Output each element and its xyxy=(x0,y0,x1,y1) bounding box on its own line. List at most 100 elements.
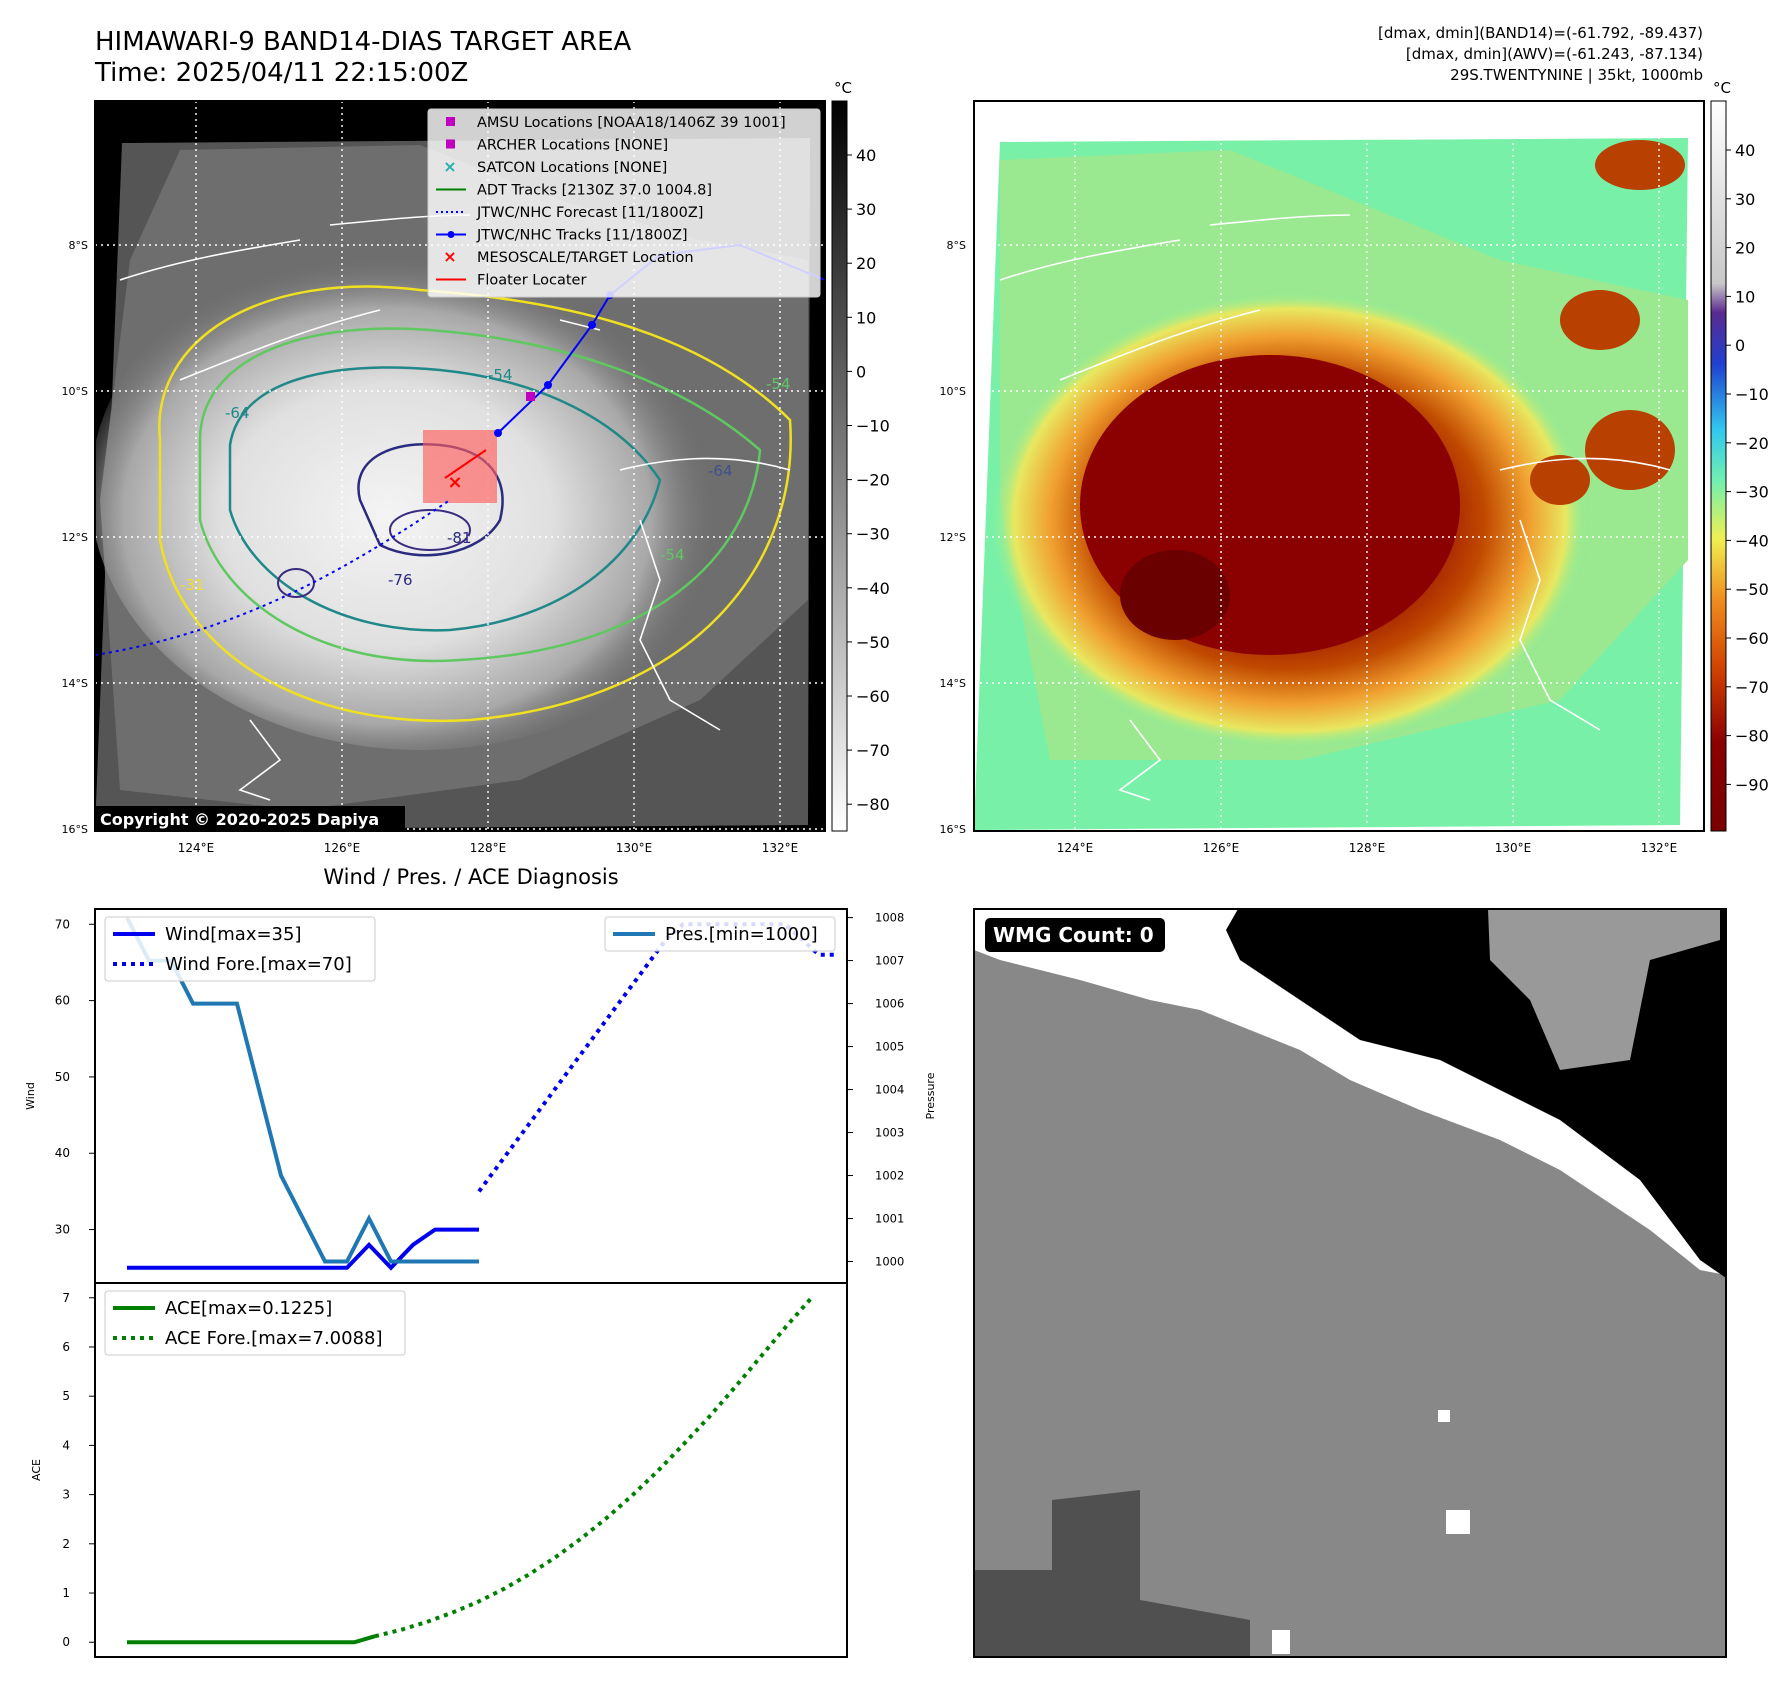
wmg-white-cell xyxy=(1438,1410,1450,1422)
y-tick-label: 1 xyxy=(62,1586,70,1600)
wmg-white-cell xyxy=(1272,1630,1290,1654)
lon-label: 124°E xyxy=(178,841,215,855)
pressure-axis-label: Pressure xyxy=(924,1072,937,1119)
gray-colorbar: °C 40 30 20 10 0 −10 −20 −30 −40 −50 −60 −70 −80 xyxy=(831,79,890,832)
y-tick-label: 5 xyxy=(62,1389,70,1403)
contour-green xyxy=(198,327,762,663)
color-gridlines xyxy=(974,101,1704,831)
legend-items: AMSU Locations [NOAA18/1406Z 39 1001] ARC… xyxy=(436,115,786,289)
lat-label: 16°S xyxy=(940,823,966,836)
colorbar-tick-label: −80 xyxy=(856,795,890,814)
figure-time: Time: 2025/04/11 22:15:00Z xyxy=(94,58,468,88)
contour-label: -31 xyxy=(180,576,205,594)
lon-label: 130°E xyxy=(1495,841,1532,855)
colorbar-tick-label: 40 xyxy=(856,146,876,165)
y-tick-label: 7 xyxy=(62,1291,70,1305)
legend-box xyxy=(427,108,821,298)
colorbar-tick-label: 0 xyxy=(856,362,866,381)
color-colorbar-unit: °C xyxy=(1713,79,1731,97)
ir-map-legend: AMSU Locations [NOAA18/1406Z 39 1001] ARC… xyxy=(427,108,821,298)
color-storm-cell xyxy=(1120,550,1230,640)
legend-marker-x: × xyxy=(443,247,456,266)
ace-legend-box xyxy=(104,1290,406,1356)
ace-legend: ACE[max=0.1225] ACE Fore.[max=7.0088] xyxy=(104,1290,406,1356)
floater-locater xyxy=(444,449,487,479)
lon-label: 124°E xyxy=(1057,841,1094,855)
diagnosis-title: Wind / Pres. / ACE Diagnosis xyxy=(323,865,618,889)
ir-lon-labels: 124°E 126°E 128°E 130°E 132°E xyxy=(178,841,799,855)
series-line-aceforemax xyxy=(374,1296,814,1639)
lon-label: 126°E xyxy=(1203,841,1240,855)
gray-colorbar-bar xyxy=(831,100,848,832)
wmg-badge-text: WMG Count: 0 xyxy=(993,923,1154,947)
series-line-windmax xyxy=(127,1227,479,1271)
amsu-marker xyxy=(526,392,535,401)
coastlines xyxy=(119,214,791,801)
gray-colorbar-unit: °C xyxy=(834,79,852,97)
legend-label: Floater Locater xyxy=(477,273,586,289)
contour-yellow xyxy=(158,285,792,723)
y2-tick-label: 1005 xyxy=(875,1040,904,1054)
pressure-legend-label: Pres.[min=1000] xyxy=(665,924,818,945)
y2-tick-label: 1001 xyxy=(875,1212,904,1226)
lat-label: 12°S xyxy=(940,531,966,544)
y-tick-label: 3 xyxy=(62,1488,70,1502)
legend-label: JTWC/NHC Forecast [11/1800Z] xyxy=(476,205,703,221)
y-tick-label: 50 xyxy=(55,1070,70,1084)
y2-tick-label: 1006 xyxy=(875,997,904,1011)
y-tick-label: 40 xyxy=(55,1146,70,1160)
gray-colorbar-ticks: 40 30 20 10 0 −10 −20 −30 −40 −50 −60 −70 −80 xyxy=(847,146,890,814)
legend-marker-square xyxy=(446,117,455,126)
colorbar-tick-label: −30 xyxy=(856,525,890,544)
ace-forecast-legend-label: ACE Fore.[max=7.0088] xyxy=(165,1328,383,1349)
wind-legend-box xyxy=(104,916,376,982)
lon-label: 132°E xyxy=(762,841,799,855)
awv-range: [dmax, dmin](AWV)=(-61.243, -87.134) xyxy=(1406,45,1703,63)
wmg-white-cell xyxy=(1446,1510,1470,1534)
lat-label: 10°S xyxy=(940,385,966,398)
y-tick-label: 4 xyxy=(62,1438,70,1452)
lon-label: 128°E xyxy=(470,841,507,855)
lon-label: 132°E xyxy=(1641,841,1678,855)
colorbar-tick-label: 10 xyxy=(856,308,876,327)
target-marker: × xyxy=(447,472,462,493)
contour-label: -64 xyxy=(708,462,733,480)
color-colorbar-bar xyxy=(1710,100,1727,832)
y2-tick-label: 1003 xyxy=(875,1126,904,1140)
colorbar-tick-label: −20 xyxy=(1735,434,1769,453)
lat-label: 8°S xyxy=(69,239,88,252)
y2-tick-label: 1007 xyxy=(875,954,904,968)
colorbar-tick-label: 20 xyxy=(1735,239,1755,258)
wind-legend-label: Wind[max=35] xyxy=(165,924,302,945)
colorbar-tick-label: −10 xyxy=(856,417,890,436)
color-map-frame xyxy=(973,100,1705,832)
lat-label: 10°S xyxy=(62,385,88,398)
legend-marker-dot xyxy=(447,231,455,238)
color-colorbar-ticks: 40 30 20 10 0 −10 −20 −30 −40 −50 −60 −70 −80 −90 xyxy=(1726,141,1769,794)
colorbar-tick-label: −50 xyxy=(1735,580,1769,599)
y-tick-label: 70 xyxy=(55,917,70,931)
wind-forecast-legend-label: Wind Fore.[max=70] xyxy=(165,954,352,975)
y-tick-label: 2 xyxy=(62,1537,70,1551)
lat-label: 14°S xyxy=(940,677,966,690)
colorbar-tick-label: −80 xyxy=(1735,727,1769,746)
colorbar-tick-label: −40 xyxy=(856,579,890,598)
ir-storm-core xyxy=(95,230,750,750)
colorbar-tick-label: −60 xyxy=(856,687,890,706)
pressure-y-ticks: 1000 1001 1002 1003 1004 1005 1006 1007 1008 xyxy=(847,911,904,1269)
y2-tick-label: 1000 xyxy=(875,1255,904,1269)
pressure-legend-box xyxy=(604,916,836,952)
colorbar-tick-label: −40 xyxy=(1735,531,1769,550)
contour-labels: -64 -64 -54 -54 -76 -81 -31 -54 xyxy=(180,366,791,594)
contour-teal xyxy=(228,366,662,632)
ace-axis-label: ACE xyxy=(30,1459,43,1481)
ace-y-ticks: 0 1 2 3 4 5 6 7 xyxy=(62,1291,95,1649)
lat-label: 14°S xyxy=(62,677,88,690)
color-lat-labels: 8°S 10°S 12°S 14°S 16°S xyxy=(940,239,966,836)
colorbar-tick-label: 0 xyxy=(1735,336,1745,355)
colorbar-tick-label: 30 xyxy=(856,200,876,219)
y-tick-label: 30 xyxy=(55,1223,70,1237)
colorbar-tick-label: −90 xyxy=(1735,775,1769,794)
